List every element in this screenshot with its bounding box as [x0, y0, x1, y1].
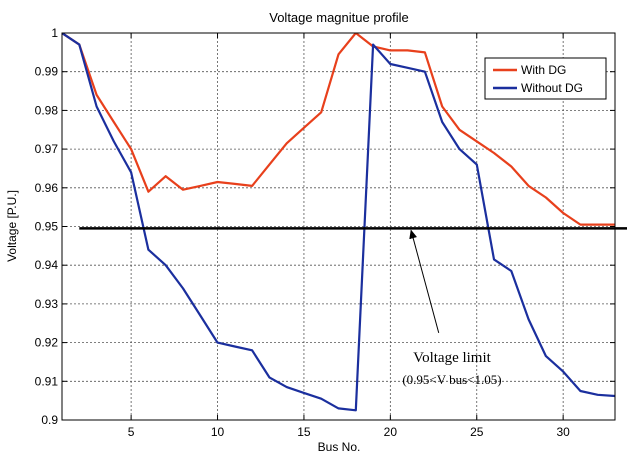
y-tick-label-5: 0.95: [35, 220, 59, 234]
x-tick-label-3: 20: [384, 425, 398, 439]
series-line-without-dg: [62, 33, 615, 412]
series-line-with-dg: [62, 33, 615, 226]
y-tick-label-10: 1: [51, 26, 58, 40]
y-tick-label-7: 0.97: [35, 142, 59, 156]
y-tick-label-8: 0.98: [35, 103, 59, 117]
voltage-limit-arrow: [409, 229, 440, 334]
y-tick-label-4: 0.94: [35, 258, 59, 272]
y-tick-label-0: 0.9: [41, 413, 58, 427]
legend-label-without-dg: Without DG: [521, 81, 583, 95]
voltage-limit-layer: [79, 227, 627, 334]
y-tick-label-9: 0.99: [35, 65, 59, 79]
y-tick-label-2: 0.92: [35, 336, 59, 350]
y-tick-label-3: 0.93: [35, 297, 59, 311]
chart-title: Voltage magnitue profile: [269, 10, 408, 25]
x-tick-label-5: 30: [556, 425, 570, 439]
x-tick-label-0: 5: [128, 425, 135, 439]
voltage-limit-label: Voltage limit: [413, 350, 491, 366]
series-layer: [62, 33, 615, 412]
legend: With DG Without DG: [484, 57, 607, 100]
y-axis-title: Voltage [P.U.]: [5, 190, 19, 262]
x-axis-title: Bus No.: [318, 440, 361, 454]
y-tick-label-6: 0.96: [35, 181, 59, 195]
voltage-limit-range: (0.95<V bus<1.05): [402, 372, 501, 387]
x-tick-label-1: 10: [211, 425, 225, 439]
x-tick-label-2: 15: [297, 425, 311, 439]
x-tick-label-4: 25: [470, 425, 484, 439]
legend-box: [484, 57, 607, 100]
y-tick-label-1: 0.91: [35, 374, 59, 388]
legend-label-with-dg: With DG: [521, 63, 566, 77]
axis-ticks: 5 10 15 20 25 30 0.9 0.91 0.92 0.93 0.94 0.95 0.96 0.…: [35, 26, 615, 439]
